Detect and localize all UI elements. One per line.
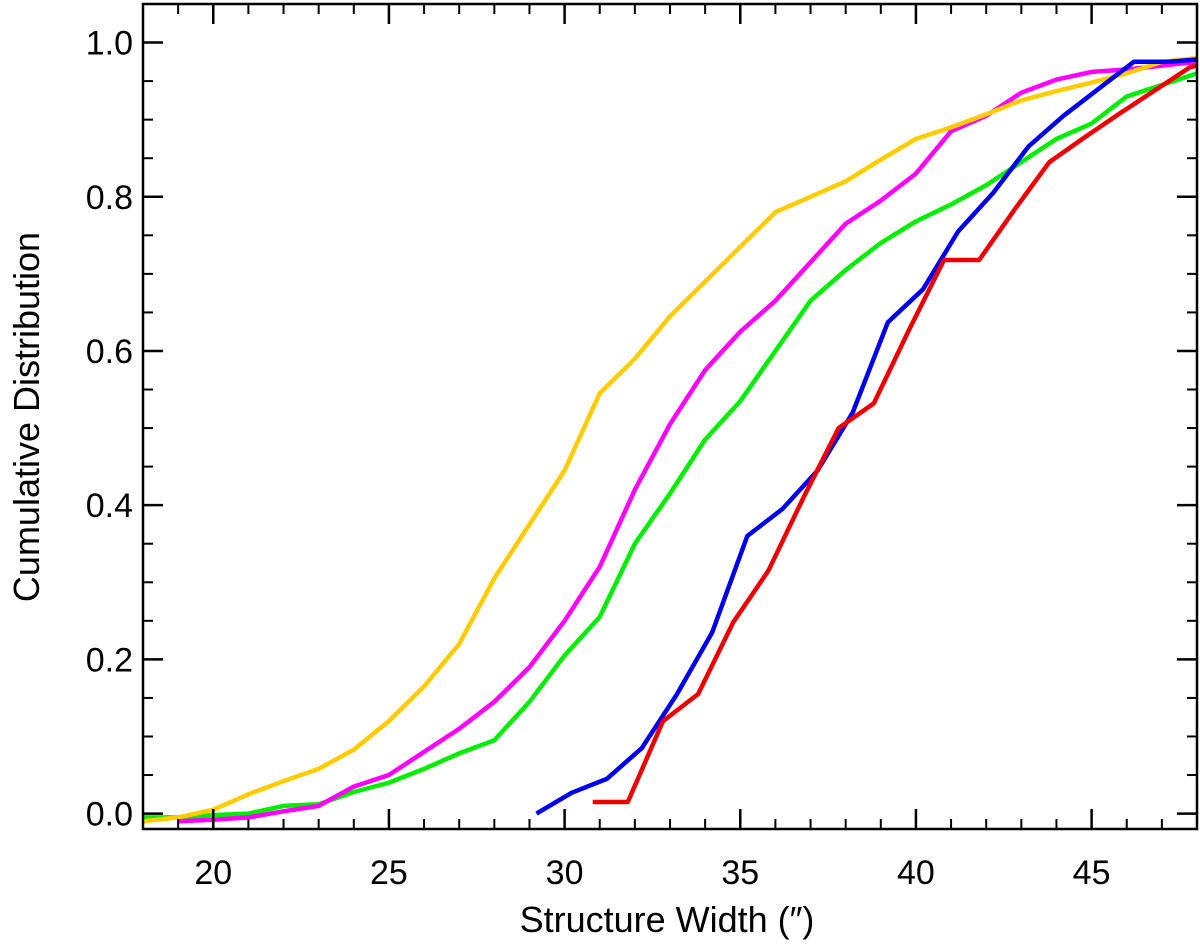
x-axis-title: Structure Width (″) xyxy=(520,899,815,940)
labels-layer: 20 25 30 35 40 45 0.0 0.2 0.4 0.6 0.8 1.0 xyxy=(86,25,1111,892)
y-tick-label: 0.4 xyxy=(86,487,133,525)
y-tick-label: 0.2 xyxy=(86,641,133,679)
series-line-magenta xyxy=(177,59,1198,824)
axes-layer xyxy=(141,2,1199,831)
y-tick-label: 0.8 xyxy=(86,179,133,217)
x-tick-label: 30 xyxy=(546,854,584,892)
x-tick-label: 25 xyxy=(370,854,408,892)
y-axis-title: Cumulative Distribution xyxy=(6,232,47,602)
y-tick-label: 0.6 xyxy=(86,333,133,371)
series-layer xyxy=(142,55,1198,824)
x-tick-label: 45 xyxy=(1073,854,1111,892)
x-tick-label: 35 xyxy=(721,854,759,892)
y-tick-label: 1.0 xyxy=(86,25,133,63)
series-line-blue xyxy=(535,57,1198,816)
y-tick-label: 0.0 xyxy=(86,796,133,834)
x-tick-label: 40 xyxy=(897,854,935,892)
series-line-red xyxy=(592,63,1198,805)
x-tick-label: 20 xyxy=(194,854,232,892)
series-line-yellow xyxy=(142,55,1198,824)
